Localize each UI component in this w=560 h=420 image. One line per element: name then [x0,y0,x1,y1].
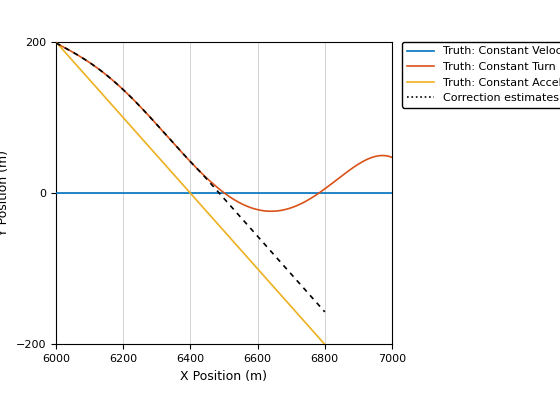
X-axis label: X Position (m): X Position (m) [180,370,268,383]
Legend: Truth: Constant Velocity, Truth: Constant Turn, Truth: Constant Acceleration, Co: Truth: Constant Velocity, Truth: Constan… [402,42,560,108]
Y-axis label: Y Position (m): Y Position (m) [0,150,10,236]
